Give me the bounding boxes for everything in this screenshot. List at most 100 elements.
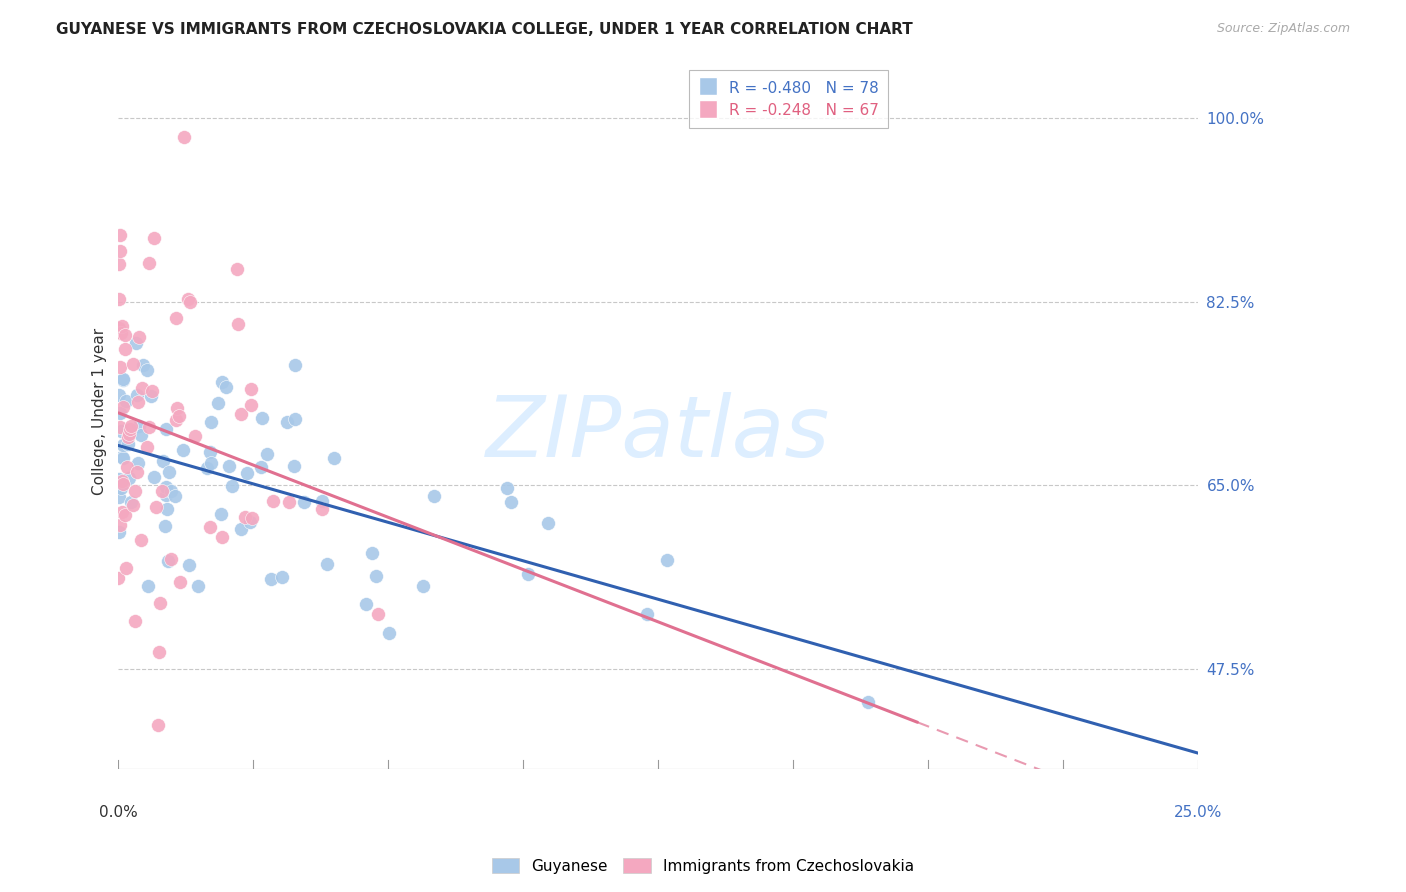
Point: [135, 440, 157, 454]
Text: GUYANESE VS IMMIGRANTS FROM CZECHOSLOVAKIA COLLEGE, UNDER 1 YEAR CORRELATION CHA: GUYANESE VS IMMIGRANTS FROM CZECHOSLOVAK…: [56, 22, 912, 37]
Point: [128, 419, 150, 434]
Point: [412, 578, 434, 592]
Point: [131, 381, 153, 395]
Point: [120, 419, 142, 434]
Point: [155, 518, 177, 533]
Point: [858, 695, 880, 709]
Point: [112, 372, 135, 386]
Text: ZIPatlas: ZIPatlas: [486, 392, 831, 475]
Point: [209, 508, 232, 522]
Text: Source: ZipAtlas.com: Source: ZipAtlas.com: [1216, 22, 1350, 36]
Point: [122, 357, 145, 371]
Point: [111, 477, 134, 491]
Point: [108, 525, 131, 540]
Point: [111, 474, 134, 488]
Point: [537, 516, 560, 530]
Legend: Guyanese, Immigrants from Czechoslovakia: Guyanese, Immigrants from Czechoslovakia: [485, 852, 921, 880]
Point: [215, 380, 238, 394]
Point: [250, 460, 273, 475]
Point: [107, 490, 129, 504]
Point: [284, 358, 307, 372]
Point: [125, 336, 148, 351]
Point: [187, 578, 209, 592]
Point: [172, 443, 194, 458]
Point: [221, 479, 243, 493]
Point: [129, 533, 152, 547]
Point: [117, 430, 139, 444]
Point: [107, 257, 129, 271]
Point: [157, 465, 180, 479]
Point: [292, 495, 315, 509]
Point: [423, 489, 446, 503]
Point: [122, 499, 145, 513]
Text: 0.0%: 0.0%: [98, 805, 138, 821]
Point: [111, 505, 134, 519]
Point: [169, 409, 191, 423]
Point: [107, 388, 129, 402]
Point: [173, 130, 195, 145]
Point: [226, 317, 249, 331]
Point: [354, 597, 377, 611]
Point: [256, 447, 278, 461]
Point: [496, 481, 519, 495]
Point: [114, 342, 136, 356]
Point: [111, 319, 134, 334]
Point: [111, 450, 134, 465]
Point: [316, 557, 339, 571]
Point: [118, 427, 141, 442]
Point: [177, 292, 200, 306]
Point: [198, 444, 221, 458]
Point: [179, 294, 201, 309]
Point: [260, 572, 283, 586]
Point: [118, 471, 141, 485]
Point: [200, 456, 222, 470]
Point: [323, 450, 346, 465]
Point: [110, 481, 132, 495]
Point: [114, 508, 136, 522]
Point: [169, 574, 191, 589]
Point: [132, 358, 155, 372]
Point: [165, 413, 187, 427]
Point: [283, 459, 305, 474]
Point: [499, 495, 522, 509]
Point: [148, 645, 170, 659]
Point: [155, 422, 177, 436]
Point: [117, 436, 139, 450]
Point: [114, 327, 136, 342]
Legend: R = -0.480   N = 78, R = -0.248   N = 67: R = -0.480 N = 78, R = -0.248 N = 67: [689, 70, 889, 128]
Point: [236, 466, 259, 480]
Point: [636, 607, 658, 622]
Point: [177, 558, 200, 573]
Point: [239, 515, 262, 529]
Point: [277, 494, 299, 508]
Point: [150, 483, 173, 498]
Point: [364, 569, 387, 583]
Point: [311, 494, 333, 508]
Point: [120, 494, 142, 508]
Point: [160, 552, 183, 566]
Point: [108, 244, 131, 258]
Point: [124, 614, 146, 628]
Point: [155, 480, 177, 494]
Point: [165, 311, 187, 326]
Point: [166, 401, 188, 415]
Point: [110, 228, 132, 243]
Point: [655, 552, 678, 566]
Point: [108, 472, 131, 486]
Point: [108, 517, 131, 532]
Point: [516, 566, 538, 581]
Point: [207, 396, 229, 410]
Point: [240, 383, 263, 397]
Point: [107, 571, 129, 585]
Point: [110, 326, 132, 340]
Point: [235, 510, 257, 524]
Point: [152, 454, 174, 468]
Point: [131, 428, 153, 442]
Point: [139, 388, 162, 402]
Point: [311, 502, 333, 516]
Point: [143, 469, 166, 483]
Point: [250, 410, 273, 425]
Point: [283, 412, 305, 426]
Point: [112, 373, 135, 387]
Text: 25.0%: 25.0%: [1174, 805, 1222, 821]
